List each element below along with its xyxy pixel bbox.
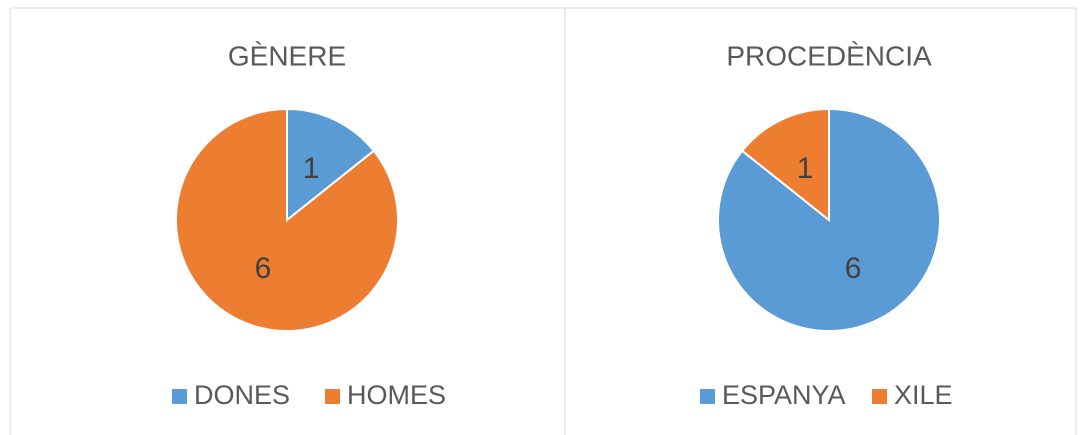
legend-swatch (172, 389, 187, 404)
chart-title: PROCEDÈNCIA (726, 40, 932, 71)
pie-slice (740, 107, 830, 223)
data-label: 1 (797, 152, 814, 185)
legend-swatch (700, 389, 715, 404)
data-label: 6 (255, 252, 272, 285)
legend-swatch (325, 389, 340, 404)
legend-swatch (872, 389, 887, 404)
data-label: 6 (845, 252, 862, 285)
data-label: 1 (303, 152, 320, 185)
chart-title: GÈNERE (228, 40, 346, 71)
legend-label: HOMES (347, 380, 446, 410)
legend-label: ESPANYA (722, 380, 846, 410)
pie-slice (175, 107, 399, 332)
legend-label: XILE (894, 380, 953, 410)
pie-slice (286, 107, 376, 223)
legend-label: DONES (194, 380, 290, 410)
